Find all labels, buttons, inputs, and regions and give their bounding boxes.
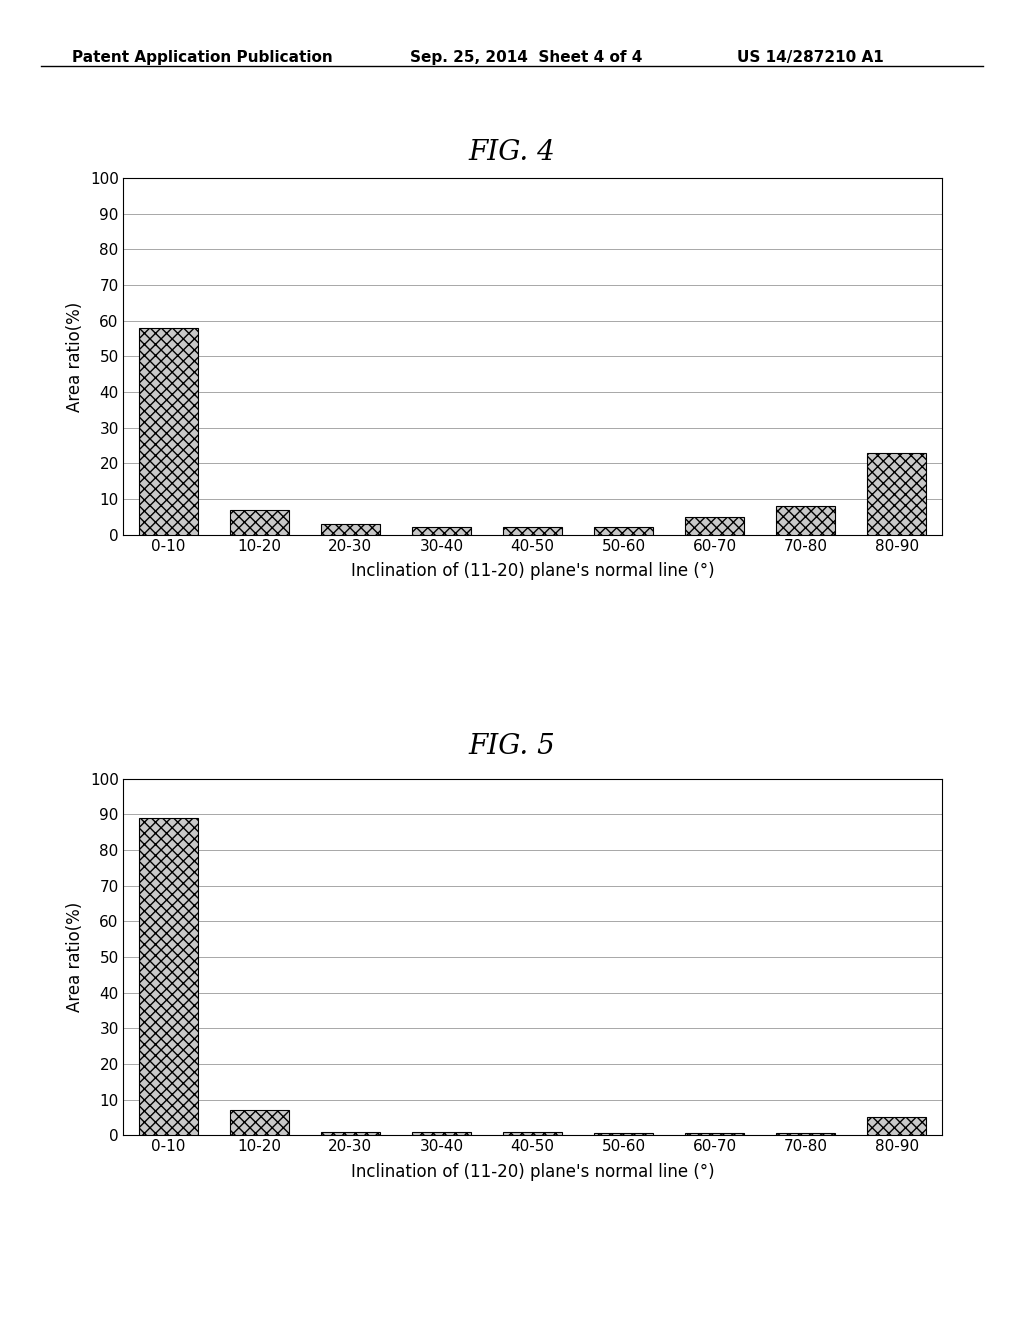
Bar — [229, 1110, 289, 1135]
Bar — [776, 1134, 836, 1135]
Bar — [685, 516, 744, 535]
Bar — [776, 506, 836, 535]
Bar — [412, 1131, 471, 1135]
Bar — [321, 1131, 380, 1135]
Y-axis label: Area ratio(%): Area ratio(%) — [67, 301, 84, 412]
X-axis label: Inclination of (11-20) plane's normal line (°): Inclination of (11-20) plane's normal li… — [350, 1163, 715, 1180]
Bar — [685, 1134, 744, 1135]
Bar — [139, 818, 198, 1135]
Bar — [139, 327, 198, 535]
Text: Sep. 25, 2014  Sheet 4 of 4: Sep. 25, 2014 Sheet 4 of 4 — [410, 50, 642, 65]
Bar — [503, 1131, 562, 1135]
Text: Patent Application Publication: Patent Application Publication — [72, 50, 333, 65]
Bar — [594, 528, 653, 535]
Bar — [503, 528, 562, 535]
Y-axis label: Area ratio(%): Area ratio(%) — [67, 902, 84, 1012]
Bar — [321, 524, 380, 535]
X-axis label: Inclination of (11-20) plane's normal line (°): Inclination of (11-20) plane's normal li… — [350, 562, 715, 579]
Bar — [412, 528, 471, 535]
Bar — [229, 510, 289, 535]
Bar — [594, 1134, 653, 1135]
Text: US 14/287210 A1: US 14/287210 A1 — [737, 50, 884, 65]
Text: FIG. 4: FIG. 4 — [469, 139, 555, 165]
Text: FIG. 5: FIG. 5 — [469, 733, 555, 759]
Bar — [867, 453, 926, 535]
Bar — [867, 1117, 926, 1135]
